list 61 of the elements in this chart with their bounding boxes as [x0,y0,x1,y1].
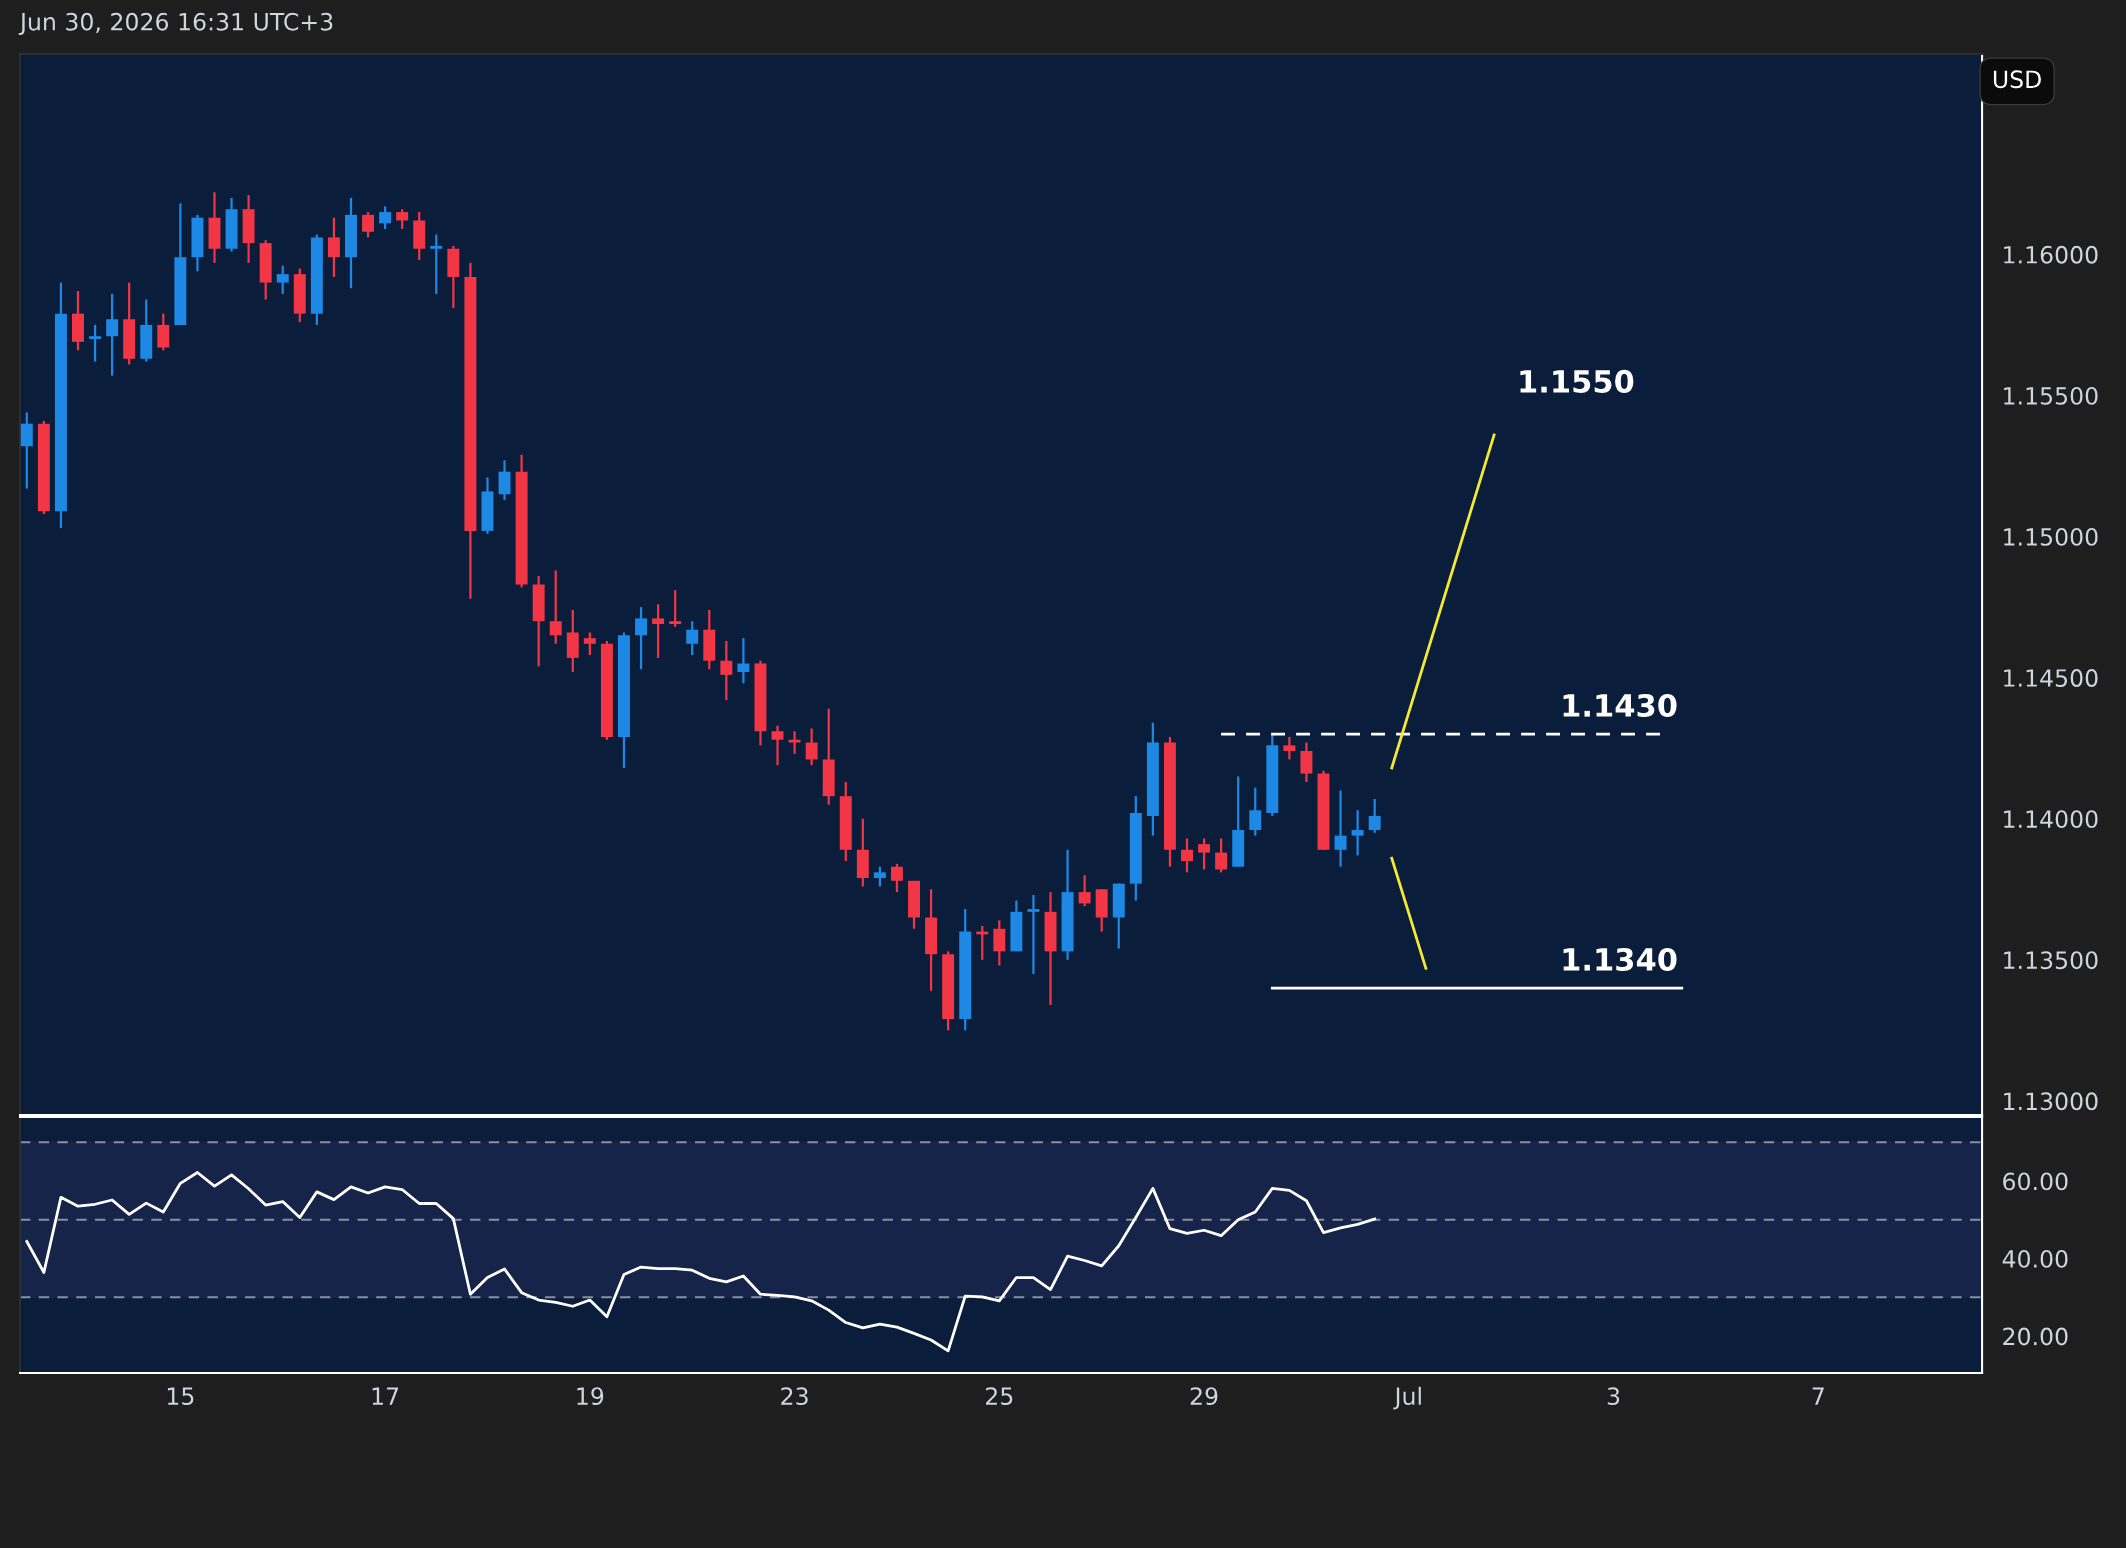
candlestick [1300,741,1313,784]
x-tick-label: 29 [1190,1387,1218,1406]
candlestick [549,569,562,645]
candlestick [157,312,170,352]
x-tick-label: 23 [781,1387,808,1406]
x-tick-label: 15 [167,1387,194,1406]
candlestick [1078,874,1091,908]
candlestick [669,589,682,628]
candlestick [20,411,33,490]
y-tick-label: 1.13500 [2004,951,2098,970]
annotation: 1.1550 [1520,369,1634,393]
candlestick [1181,837,1193,874]
candlestick [890,862,903,894]
y-tick-label: 1.14000 [2004,810,2098,829]
candlestick [89,323,102,363]
candlestick [652,603,665,659]
candlestick [873,865,886,888]
x-tick-label: 25 [986,1387,1013,1406]
candlestick [788,730,801,755]
candlestick [686,620,699,657]
candlestick [430,233,443,295]
y-tick-label: 1.14500 [2004,669,2098,687]
candlestick [1249,786,1262,837]
y-axis-title: USD [1993,70,2041,89]
candlestick [737,637,750,685]
candlestick [379,205,392,231]
x-tick-label: 19 [577,1387,604,1406]
candlestick [1027,893,1040,976]
candlestick [396,208,409,231]
annotation: 1.1340 [1563,947,1677,972]
candlestick [498,459,511,501]
candlestick [1351,809,1364,857]
y-tick-label: 1.13000 [2004,1092,2098,1111]
y-tick-label: 20.00 [2003,1327,2068,1346]
chart-subtitle: Jun 30, 2026 16:31 UTC+3 [18,12,333,36]
candlestick [362,210,375,239]
x-tick-label: Jul [1393,1386,1421,1410]
candlestick [771,724,784,767]
candlestick [1215,837,1228,874]
candlestick [635,605,647,671]
candlestick [1368,797,1381,834]
y-tick-label: 1.15500 [2004,386,2098,405]
candlestick [327,216,340,279]
candlestick [276,264,289,295]
candlestick [993,919,1006,967]
y-tick-label: 60.00 [2003,1172,2068,1191]
y-tick-label: 40.00 [2002,1250,2068,1268]
annotation: 1.1430 [1563,693,1677,718]
y-tick-label: 1.16000 [2004,245,2098,264]
candlestick [805,727,818,767]
x-tick-label: 17 [372,1387,399,1405]
y-tick-label: 1.15000 [2004,528,2098,546]
candlestick [583,631,596,657]
candlestick [106,292,119,377]
x-tick-label: 7 [1812,1387,1824,1405]
candlestick [1198,837,1211,871]
x-tick-label: 3 [1607,1387,1620,1406]
line-series [25,1171,1377,1353]
candlestick [1334,789,1347,868]
candlestick [1283,735,1296,761]
candlestick [720,639,733,702]
